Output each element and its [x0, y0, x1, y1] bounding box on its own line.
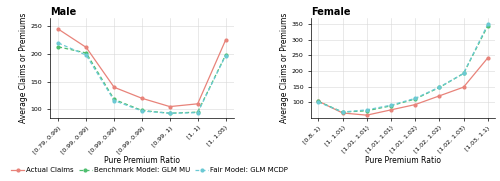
X-axis label: Pure Premium Ratio: Pure Premium Ratio: [104, 156, 180, 165]
Y-axis label: Average Claims or Premiums: Average Claims or Premiums: [280, 13, 289, 123]
Legend: Actual Claims, Benchmark Model: GLM MU, Fair Model: GLM MCDP: Actual Claims, Benchmark Model: GLM MU, …: [8, 164, 290, 176]
Text: Male: Male: [50, 7, 76, 17]
X-axis label: Pure Premium Ratio: Pure Premium Ratio: [365, 156, 441, 165]
Y-axis label: Average Claims or Premiums: Average Claims or Premiums: [19, 13, 28, 123]
Text: Female: Female: [311, 7, 350, 17]
